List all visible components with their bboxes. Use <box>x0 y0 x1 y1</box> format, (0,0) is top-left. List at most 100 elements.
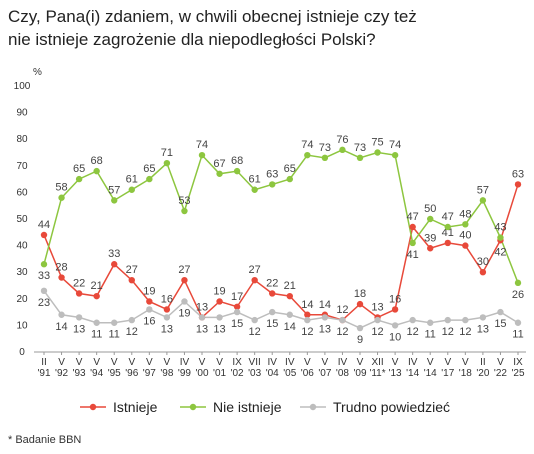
data-label: 11 <box>512 329 523 341</box>
data-label: 11 <box>425 329 436 341</box>
data-point <box>479 314 487 321</box>
x-tick-label: IV '04 <box>266 357 279 379</box>
data-point <box>444 239 451 247</box>
data-point <box>251 316 258 324</box>
y-tick-label: 0 <box>19 347 25 358</box>
data-label: 10 <box>389 331 401 343</box>
data-point <box>163 306 171 313</box>
data-point <box>269 181 276 188</box>
data-label: 68 <box>231 155 243 167</box>
x-tick-label: V '01 <box>213 357 226 379</box>
data-label: 68 <box>91 155 103 167</box>
data-label: 9 <box>357 334 363 346</box>
data-point <box>111 197 118 204</box>
x-tick-label: IX '25 <box>511 357 524 379</box>
x-tick-label: IV '08 <box>336 357 349 379</box>
data-label: 26 <box>512 289 524 301</box>
data-label: 43 <box>494 222 506 234</box>
legend-marker <box>309 403 317 411</box>
data-point <box>356 324 364 332</box>
data-label: 11 <box>109 329 120 341</box>
data-point <box>128 276 135 284</box>
data-label: 44 <box>38 219 50 231</box>
data-label: 27 <box>249 264 261 276</box>
data-point <box>409 316 416 324</box>
data-label: 13 <box>213 323 225 335</box>
legend-item: Istnieje <box>80 399 158 415</box>
data-label: 19 <box>213 285 225 297</box>
data-point <box>514 319 522 326</box>
data-label: 73 <box>319 142 331 154</box>
data-point <box>216 314 223 321</box>
y-tick-label: 100 <box>14 81 31 92</box>
data-point <box>233 167 241 175</box>
x-tick-label: V '06 <box>301 357 314 379</box>
x-tick-label: V '97 <box>143 357 156 379</box>
data-point <box>128 316 135 324</box>
x-tick-label: V '98 <box>160 357 173 379</box>
data-point <box>233 308 241 316</box>
data-label: 47 <box>407 211 419 223</box>
data-label: 71 <box>161 147 173 159</box>
data-point <box>58 274 65 281</box>
data-point <box>58 311 65 318</box>
data-label: 15 <box>494 318 506 330</box>
data-point <box>462 221 469 228</box>
data-label: 67 <box>213 158 225 170</box>
x-tick-label: V '14 <box>424 357 437 379</box>
y-tick-label: 10 <box>16 320 28 331</box>
data-label: 13 <box>196 323 208 335</box>
data-point <box>444 316 451 324</box>
data-point <box>479 269 487 276</box>
data-point <box>40 261 48 268</box>
data-point <box>356 154 364 162</box>
data-label: 47 <box>442 211 454 223</box>
data-point <box>58 194 65 201</box>
data-point <box>75 314 83 321</box>
data-label: 12 <box>407 326 419 338</box>
data-label: 12 <box>442 326 454 338</box>
y-tick-label: 90 <box>16 108 28 119</box>
y-tick-label: 40 <box>16 241 28 252</box>
data-label: 13 <box>161 323 173 335</box>
data-point <box>233 303 241 310</box>
data-label: 21 <box>284 280 296 292</box>
data-label: 18 <box>354 288 366 300</box>
data-point <box>339 146 346 154</box>
data-label: 13 <box>371 301 383 313</box>
data-label: 42 <box>494 246 506 258</box>
x-tick-label: IX '02 <box>231 357 244 379</box>
data-point <box>427 245 434 252</box>
x-tick-label: V '07 <box>318 357 331 379</box>
data-label: 76 <box>336 134 348 146</box>
data-point <box>321 154 329 162</box>
y-tick-label: 20 <box>16 294 28 305</box>
data-label: 13 <box>477 323 489 335</box>
data-label: 22 <box>73 277 85 289</box>
x-tick-label: V '92 <box>55 357 68 379</box>
data-point <box>198 314 206 321</box>
data-label: 74 <box>196 139 208 151</box>
data-label: 57 <box>108 184 120 196</box>
data-label: 75 <box>371 137 383 149</box>
data-label: 58 <box>55 182 67 194</box>
data-point <box>374 149 381 156</box>
data-label: 33 <box>108 248 120 260</box>
data-point <box>427 215 434 223</box>
data-label: 39 <box>424 232 436 244</box>
series-line <box>43 184 519 321</box>
data-point <box>304 311 311 318</box>
data-label: 19 <box>178 307 190 319</box>
x-tick-label: VII '03 <box>248 357 261 379</box>
data-label: 30 <box>477 256 489 268</box>
data-point <box>181 298 188 305</box>
data-label: 50 <box>424 203 436 215</box>
data-label: 21 <box>91 280 103 292</box>
data-point <box>40 287 48 295</box>
data-label: 12 <box>336 304 348 316</box>
x-tick-label: V '22 <box>494 357 507 379</box>
y-tick-label: 50 <box>16 214 28 225</box>
data-label: 19 <box>143 285 155 297</box>
x-tick-label: IV '14 <box>406 357 419 379</box>
legend-label: Nie istnieje <box>213 399 282 415</box>
